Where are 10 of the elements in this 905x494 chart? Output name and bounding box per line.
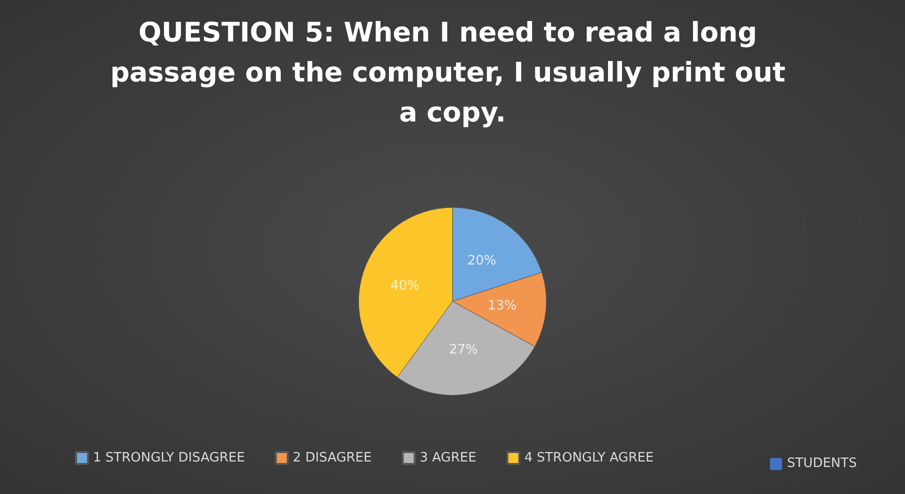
data-label: 20%: [467, 253, 496, 268]
legend-label: 2 DISAGREE: [292, 450, 372, 466]
legend-label: 4 STRONGLY AGREE: [524, 450, 654, 466]
slice-label: STUDENTS: [787, 456, 857, 471]
chart-title: QUESTION 5: When I need to read a long passage on the computer, I usually print out a copy.: [110, 18, 795, 128]
data-label: 13%: [488, 298, 517, 314]
data-label: 40%: [390, 278, 420, 294]
data-label: 27%: [448, 342, 478, 358]
legend-label: 3 AGREE: [420, 450, 476, 466]
legend-label: 1 STRONGLY DISAGREE: [93, 450, 245, 466]
